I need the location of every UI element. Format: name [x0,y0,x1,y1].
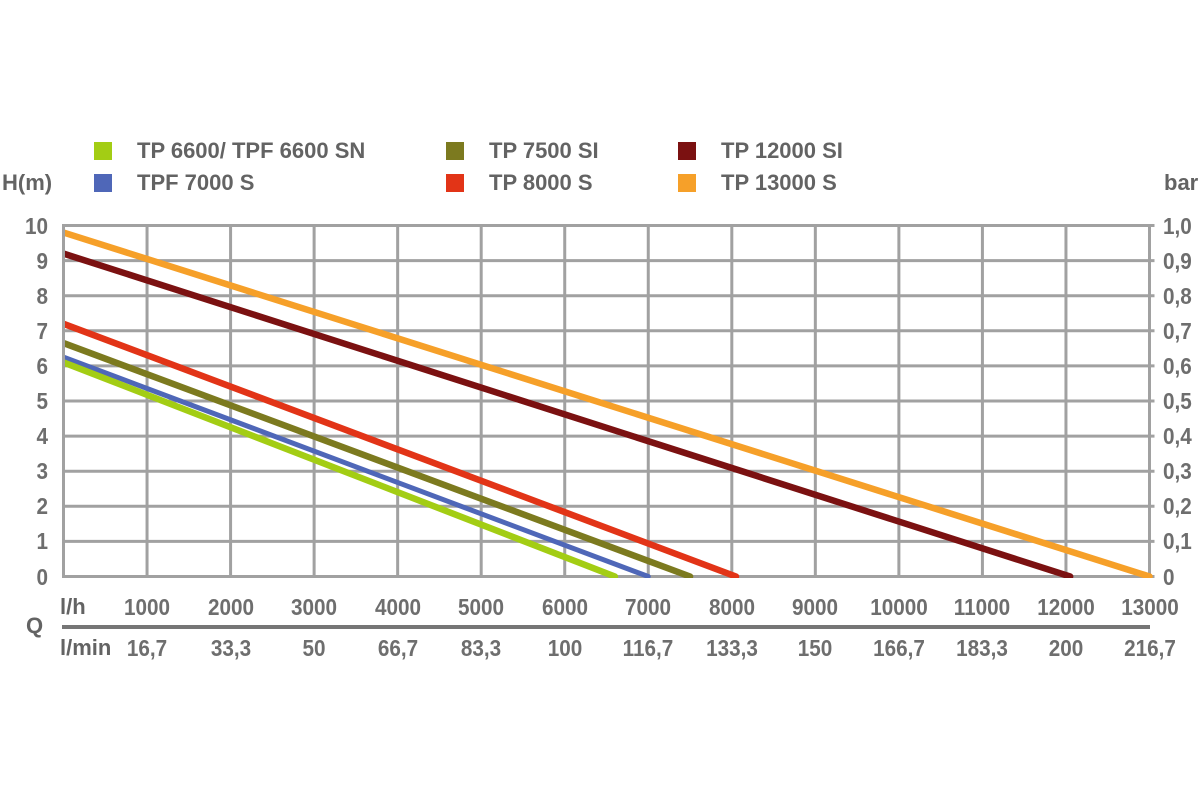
legend-label: TPF 7000 S [137,170,255,195]
legend-swatch-tp13000-icon [678,174,696,192]
y-left-tick-label: 7 [36,317,48,344]
x-lmin-tick-label: 83,3 [461,635,502,661]
y-left-tick-label: 0 [36,563,48,590]
x-lmin-tick-label: 166,7 [872,635,925,661]
x-lh-tick-label: 5000 [458,594,505,620]
y-right-tick-label: 0 [1163,563,1175,590]
x-lmin-tick-label: 216,7 [1123,635,1176,661]
x-lmin-tick-label: 116,7 [622,635,674,661]
x-lh-tick-label: 6000 [541,594,588,620]
y-left-tick-label: 2 [36,493,48,520]
x-lh-tick-label: 11000 [954,594,1011,620]
x-lh-tick-label: 4000 [374,594,421,620]
legend-label: TP 6600/ TPF 6600 SN [137,138,366,163]
y-left-tick-label: 10 [24,212,48,239]
legend-swatch-tpf7000-icon [94,174,112,192]
x-lmin-tick-label: 100 [547,635,582,661]
x-lh-tick-label: 2000 [207,594,254,620]
x-lmin-tick-label: 50 [302,635,326,661]
x-lh-tick-label: 9000 [792,594,839,620]
series-line [65,250,1074,578]
x-lh-tick-label: 8000 [708,594,755,620]
x-axis-lmin-unit: l/min [60,635,112,660]
y-right-tick-label: 0,5 [1163,388,1192,414]
y-right-tick-label: 0,1 [1163,528,1192,555]
series-line [65,229,1153,578]
y-right-tick-label: 0,3 [1163,458,1192,485]
y-left-tick-label: 8 [36,282,48,309]
series-line [65,340,694,578]
y-right-tick-label: 0,6 [1163,352,1192,379]
series-line [65,355,651,578]
x-axis-lh-unit: l/h [60,594,86,619]
x-lh-tick-label: 3000 [291,594,338,620]
x-lh-tick-label: 12000 [1037,594,1095,620]
x-lh-tick-label: 10000 [870,594,928,620]
x-lmin-tick-label: 33,3 [210,635,251,661]
y-left-tick-label: 6 [36,352,48,379]
y-right-tick-label: 0,8 [1163,282,1192,309]
legend-swatch-tp6600-icon [94,142,112,160]
y-left-tick-label: 5 [36,388,48,414]
y-right-tick-label: 0,2 [1163,493,1192,520]
y-right-tick-label: 0,9 [1163,247,1192,274]
x-lh-tick-label: 7000 [625,594,672,620]
legend-swatch-tp8000-icon [446,174,464,192]
x-lmin-tick-label: 150 [798,635,833,661]
x-axis-divider-line [62,624,1150,629]
x-lmin-tick-label: 200 [1048,635,1084,661]
y-axis-left-unit: H(m) [2,170,53,195]
x-lmin-tick-label: 66,7 [377,635,418,661]
legend-swatch-tp7500-icon [446,142,464,160]
legend-label: TP 7500 SI [489,138,599,163]
y-left-tick-label: 1 [36,528,48,555]
x-lmin-tick-label: 16,7 [126,635,168,661]
legend-label: TP 12000 SI [721,138,843,163]
x-lh-tick-label: 1000 [123,594,171,620]
y-axis-right-unit: bar [1164,170,1199,195]
x-lmin-tick-label: 133,3 [705,635,758,661]
y-left-tick-label: 3 [36,458,48,485]
series-layer [65,229,1153,578]
legend-label: TP 13000 S [721,170,837,195]
y-right-tick-label: 0,4 [1163,423,1192,450]
y-right-tick-label: 1,0 [1163,212,1192,239]
legend-swatch-tp12000-icon [678,142,696,160]
x-lmin-tick-label: 183,3 [956,635,1009,661]
y-left-tick-label: 4 [36,423,48,450]
y-left-tick-label: 9 [36,247,48,274]
series-line [65,359,619,578]
legend-label: TP 8000 S [489,170,593,195]
flow-symbol-label: Q [26,613,44,638]
series-line [65,320,740,578]
x-lh-tick-label: 13000 [1120,594,1179,620]
y-right-tick-label: 0,7 [1163,317,1192,344]
